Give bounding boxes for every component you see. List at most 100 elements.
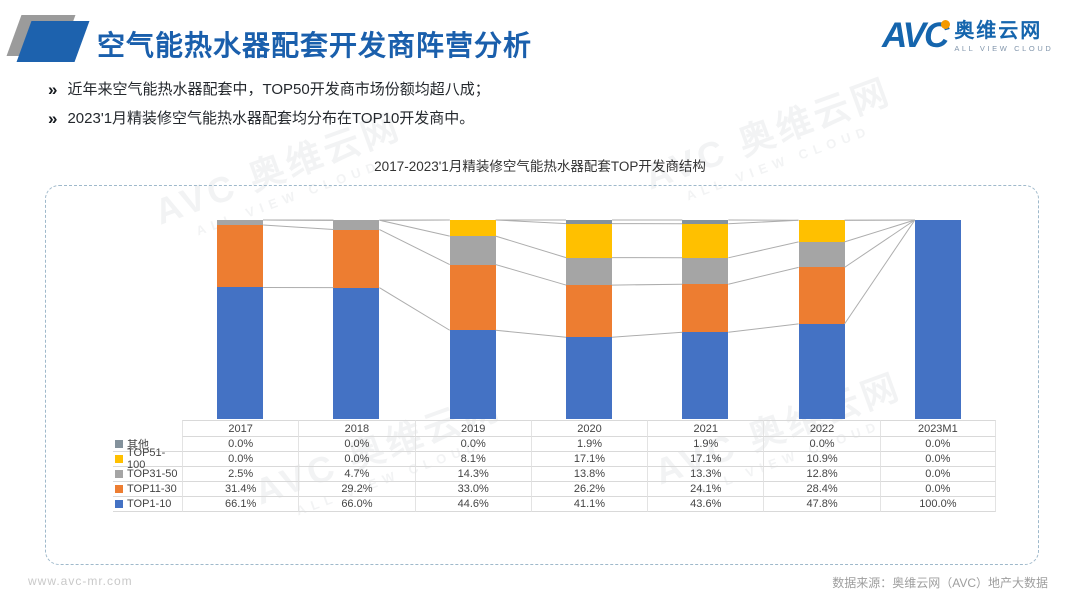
value-cell: 24.1%: [647, 482, 764, 497]
value-cell: 29.2%: [298, 482, 415, 497]
bar-segment-TOP51-100: [449, 220, 496, 237]
avc-logo-chinese: 奥维云网: [954, 19, 1043, 42]
series-line: [728, 219, 799, 225]
series-line: [379, 229, 450, 266]
bar-segment-TOP1-10: [914, 220, 961, 419]
bullet-item: » 近年来空气能热水器配套中，TOP50开发商市场份额均超八成；: [48, 80, 490, 100]
series-line: [611, 331, 683, 338]
bar-segment-TOP31-50: [333, 220, 380, 230]
legend-cell: 其他: [113, 437, 182, 452]
bar-segment-TOP51-100: [798, 220, 845, 242]
avc-logo: AVC 奥维云网 ALL VIEW CLOUD: [882, 16, 1053, 56]
legend-color-swatch: [115, 440, 123, 448]
bar-segment-TOP51-100: [682, 223, 729, 258]
value-cell: 12.8%: [763, 467, 880, 482]
avc-logo-english: ALL VIEW CLOUD: [954, 43, 1054, 53]
year-header-cell: 2018: [298, 420, 415, 437]
website-url: www.avc-mr.com: [28, 574, 133, 588]
data-source-note: 数据来源：奥维云网（AVC）地产大数据: [832, 576, 1048, 590]
series-line: [379, 287, 450, 331]
value-cell: 1.9%: [530, 437, 648, 452]
bar-segment-TOP31-50: [217, 220, 264, 225]
series-line: [495, 329, 567, 338]
year-header-cell: 2022: [763, 420, 880, 437]
value-cell: 66.0%: [298, 497, 415, 512]
bar-segment-其他: [566, 220, 612, 224]
avc-logo-letters: AVC: [882, 16, 951, 56]
year-header-cell: 2020: [530, 420, 648, 437]
value-cell: 44.6%: [414, 497, 531, 512]
series-line: [728, 323, 799, 333]
legend-cell: TOP51-100: [113, 447, 182, 471]
bar-segment-TOP1-10: [566, 337, 612, 419]
value-cell: 0.0%: [879, 452, 996, 467]
year-header-cell: 2023M1: [879, 420, 996, 437]
chart-panel: [45, 185, 1039, 565]
value-cell: 8.1%: [414, 452, 531, 467]
bar-segment-TOP1-10: [217, 287, 264, 419]
avc-logo-names: 奥维云网 ALL VIEW CLOUD: [954, 20, 1053, 53]
series-line: [844, 219, 916, 243]
value-cell: 17.1%: [530, 452, 648, 467]
series-line: [495, 235, 567, 259]
series-line: [728, 266, 799, 285]
value-cell: 2.5%: [182, 467, 299, 482]
value-cell: 0.0%: [879, 437, 996, 452]
series-line: [728, 241, 799, 259]
value-cell: 17.1%: [647, 452, 764, 467]
legend-label: TOP11-30: [127, 483, 177, 495]
bar-segment-TOP31-50: [682, 257, 729, 285]
value-cell: 13.3%: [647, 467, 764, 482]
value-cell: 0.0%: [298, 452, 415, 467]
value-cell: 66.1%: [182, 497, 299, 512]
legend-color-swatch: [115, 470, 123, 478]
bar-segment-TOP1-10: [798, 323, 845, 419]
bar-segment-TOP11-30: [682, 284, 729, 333]
series-line: [844, 219, 916, 268]
value-cell: 0.0%: [182, 452, 299, 467]
value-cell: 4.7%: [298, 467, 415, 482]
value-cell: 41.1%: [530, 497, 648, 512]
value-cell: 0.0%: [414, 437, 531, 452]
avc-logo-orange-dot-icon: [941, 20, 951, 29]
value-cell: 100.0%: [879, 497, 996, 512]
legend-cell: TOP31-50: [113, 467, 182, 482]
data-table: 2017 2018 2019 2020 2021 2022 2023M1 其他 0.0% 0.0%…: [113, 420, 996, 512]
value-cell: 0.0%: [763, 437, 880, 452]
legend-label: TOP1-10: [127, 498, 172, 510]
bullet-text: 近年来空气能热水器配套中，TOP50开发商市场份额均超八成；: [67, 81, 490, 98]
series-line: [495, 264, 567, 286]
legend-color-swatch: [115, 485, 123, 493]
series-line: [263, 224, 334, 231]
series-lines: [263, 219, 916, 338]
value-cell: 0.0%: [182, 437, 299, 452]
double-chevron-icon: »: [48, 109, 58, 128]
value-cell: 43.6%: [647, 497, 764, 512]
bar-segment-TOP31-50: [566, 257, 612, 286]
legend-color-swatch: [115, 455, 123, 463]
value-cell: 0.0%: [879, 467, 996, 482]
chart-title: 2017-2023'1月精装修空气能热水器配套TOP开发商结构: [374, 159, 706, 174]
bar-segment-TOP11-30: [333, 229, 380, 288]
bar-segment-TOP11-30: [217, 224, 264, 288]
legend-label: TOP31-50: [127, 468, 178, 480]
stacked-bar-plot: [182, 219, 996, 419]
bar-segment-TOP51-100: [566, 223, 612, 258]
legend-cell: TOP1-10: [113, 497, 182, 512]
legend-label: 其他: [127, 439, 149, 451]
value-cell: 26.2%: [530, 482, 648, 497]
bar-segment-TOP11-30: [798, 267, 845, 324]
value-cell: 33.0%: [414, 482, 531, 497]
year-header-cell: 2021: [647, 420, 764, 437]
series-line: [844, 219, 916, 325]
bar-segment-其他: [682, 220, 729, 224]
value-cell: 0.0%: [298, 437, 415, 452]
series-line: [495, 219, 567, 225]
year-header-cell: 2019: [414, 420, 531, 437]
bullet-item: » 2023'1月精装修空气能热水器配套均分布在TOP10开发商中。: [48, 109, 490, 129]
bar-segment-TOP1-10: [333, 287, 380, 419]
value-cell: 14.3%: [414, 467, 531, 482]
bar-segment-TOP31-50: [449, 236, 496, 265]
value-cell: 0.0%: [879, 482, 996, 497]
bar-segment-TOP11-30: [449, 264, 496, 331]
